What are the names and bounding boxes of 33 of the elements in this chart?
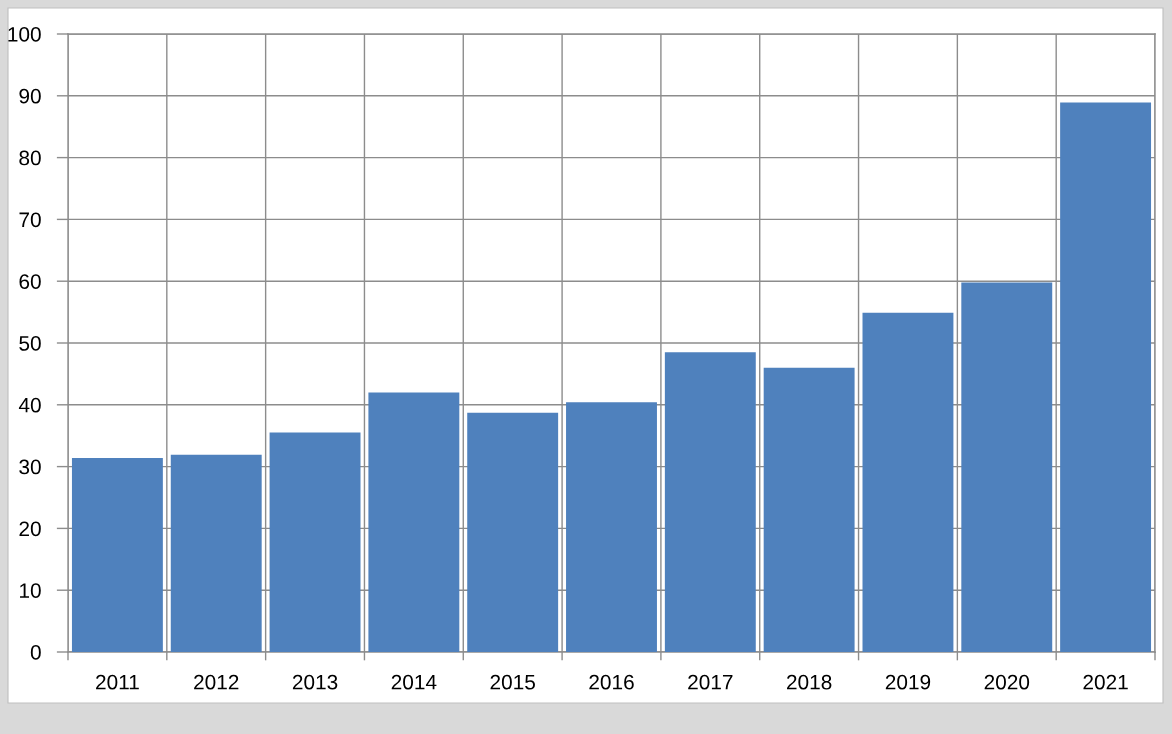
y-tick-label: 50 xyxy=(19,336,41,351)
y-tick-label: 70 xyxy=(19,212,41,228)
y-tick-label: 30 xyxy=(19,459,41,475)
y-tick-label: 90 xyxy=(19,88,41,104)
bar xyxy=(170,454,262,652)
bar xyxy=(862,312,954,652)
bar xyxy=(71,457,163,652)
y-tick-label: 0 xyxy=(30,645,41,660)
x-tick-label: 2019 xyxy=(885,674,931,690)
bar xyxy=(269,432,361,652)
bar xyxy=(763,367,855,652)
x-tick-label: 2017 xyxy=(688,674,733,690)
bar xyxy=(467,412,559,652)
bar xyxy=(566,402,657,652)
bar xyxy=(1060,102,1152,652)
y-tick-label: 80 xyxy=(19,150,41,166)
x-tick-label: 2021 xyxy=(1083,674,1128,690)
x-tick-label: 2018 xyxy=(787,674,832,690)
x-tick-label: 2011 xyxy=(96,674,139,690)
y-tick-label: 100 xyxy=(8,27,41,42)
y-tick-label: 20 xyxy=(19,521,41,537)
y-tick-label: 10 xyxy=(20,583,41,598)
bar xyxy=(961,282,1053,652)
x-tick-label: 2013 xyxy=(292,674,338,690)
y-tick-label: 40 xyxy=(18,397,41,413)
x-tick-label: 2012 xyxy=(194,674,239,690)
y-tick-label: 60 xyxy=(19,274,41,289)
x-tick-label: 2020 xyxy=(984,674,1030,690)
x-tick-label: 2016 xyxy=(589,674,634,690)
bar xyxy=(368,392,460,652)
x-tick-label: 2014 xyxy=(391,674,437,690)
bar xyxy=(664,352,756,652)
x-tick-label: 2015 xyxy=(490,674,535,690)
